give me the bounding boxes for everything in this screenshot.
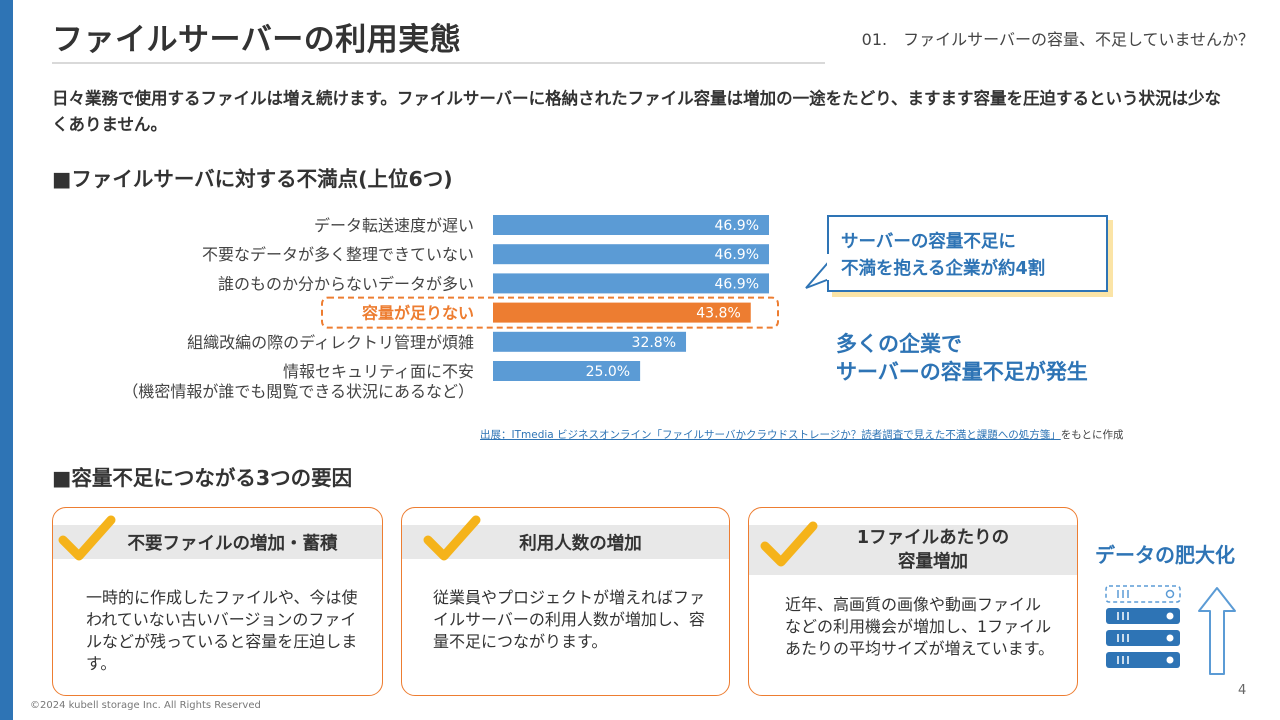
factors-heading: ■容量不足につながる3つの要因 xyxy=(52,466,353,490)
factor-card-body: 近年、高画質の画像や動画ファイルなどの利用機会が増加し、1ファイルあたりの平均サ… xyxy=(785,595,1055,658)
factor-card-title-line-2: 容量増加 xyxy=(898,552,968,572)
note-line-2: サーバーの容量不足が発生 xyxy=(836,360,1088,384)
title-underline xyxy=(52,62,825,64)
category-label: 容量が足りない xyxy=(361,304,474,323)
category-label: 不要なデータが多く整理できていない xyxy=(202,245,474,264)
check-icon xyxy=(760,521,818,567)
page-title: ファイルサーバーの利用実態 xyxy=(52,22,462,58)
up-arrow-icon xyxy=(1198,587,1236,675)
section-label: 01. ファイルサーバーの容量、不足していませんか？ xyxy=(861,30,1254,49)
factor-card-title: 不要ファイルの増加・蓄積 xyxy=(53,525,382,559)
factor-card-user-growth: 利用人数の増加 従業員やプロジェクトが増えればファイルサーバーの利用人数が増加し… xyxy=(401,507,730,696)
bar-value-label: 43.8% xyxy=(696,306,740,322)
callout-line-2: 不満を抱える企業が約4割 xyxy=(841,259,1046,279)
bar xyxy=(493,302,751,323)
source-link[interactable]: 出展：ITmedia ビジネスオンライン「ファイルサーバかクラウドストレージか？… xyxy=(480,429,1061,441)
bar-value-label: 32.8% xyxy=(632,335,676,351)
bar-value-label: 46.9% xyxy=(715,218,759,234)
category-sublabel: （機密情報が誰でも閲覧できる状況にあるなど） xyxy=(122,382,474,401)
left-accent-bar xyxy=(0,0,13,720)
source-suffix: をもとに作成 xyxy=(1060,429,1124,441)
factor-card-file-size-growth: 1ファイルあたりの 容量増加 近年、高画質の画像や動画ファイルなどの利用機会が増… xyxy=(748,507,1078,696)
bar-value-label: 46.9% xyxy=(715,247,759,263)
page-number: 4 xyxy=(1238,683,1247,698)
highlight-frame xyxy=(321,296,779,329)
bar xyxy=(493,215,769,235)
factor-card-body: 従業員やプロジェクトが増えればファイルサーバーの利用人数が増加し、容量不足につな… xyxy=(433,588,706,651)
summary-note: 多くの企業で サーバーの容量不足が発生 xyxy=(836,330,1088,386)
callout-line-1: サーバーの容量不足に xyxy=(841,232,1016,252)
bar-value-label: 46.9% xyxy=(715,276,759,292)
survey-heading: ■ファイルサーバに対する不満点(上位6つ) xyxy=(52,167,453,191)
check-icon xyxy=(58,515,116,561)
bar-value-label: 25.0% xyxy=(586,364,630,380)
category-label: データ転送速度が遅い xyxy=(314,216,474,235)
bar xyxy=(493,273,769,294)
factor-card-unneeded-files: 不要ファイルの増加・蓄積 一時的に作成したファイルや、今は使われていない古いバー… xyxy=(52,507,383,696)
capacity-callout: サーバーの容量不足に 不満を抱える企業が約4割 xyxy=(827,215,1108,292)
callout-tail-cover xyxy=(827,254,833,280)
factor-card-title-line-1: 1ファイルあたりの xyxy=(856,528,1010,548)
note-line-1: 多くの企業で xyxy=(836,332,962,356)
category-label: 組織改編の際のディレクトリ管理が煩雑 xyxy=(187,333,474,352)
check-icon xyxy=(423,515,481,561)
intro-text: 日々業務で使用するファイルは増え続けます。ファイルサーバーに格納されたファイル容… xyxy=(52,89,1222,134)
bar xyxy=(493,244,769,265)
copyright-text: ©2024 kubell storage Inc. All Rights Res… xyxy=(30,700,261,711)
category-label: 誰のものか分からないデータが多い xyxy=(218,274,474,293)
server-icon xyxy=(1105,585,1181,668)
bar xyxy=(493,331,687,352)
data-growth-label: データの肥大化 xyxy=(1095,543,1235,567)
factor-card-body: 一時的に作成したファイルや、今は使われていない古いバージョンのファイルなどが残っ… xyxy=(86,588,358,673)
bar xyxy=(493,361,641,381)
category-label: 情報セキュリティ面に不安 xyxy=(283,362,474,381)
complaints-bar-chart: データ転送速度が遅い 46.9% 不要なデータが多く整理できていない 46.9% 誰のも… xyxy=(122,215,779,401)
source-citation: 出展：ITmedia ビジネスオンライン「ファイルサーバかクラウドストレージか？… xyxy=(480,427,1124,442)
